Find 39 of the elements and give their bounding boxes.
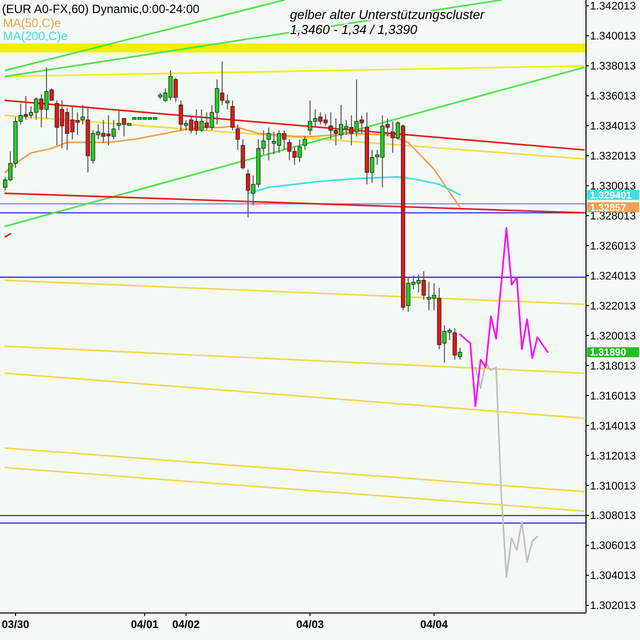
y-tick-label: 1.320013 [590, 330, 636, 342]
line-series [459, 227, 549, 407]
x-tick-label: 04/03 [296, 619, 324, 631]
y-tick-label: 1.324013 [590, 270, 636, 282]
y-tick-label: 1.336013 [590, 90, 636, 103]
line-series [247, 176, 461, 196]
x-tick-label: 04/02 [172, 619, 200, 631]
y-tick-label: 1.330013 [590, 180, 636, 193]
y-tick-label: 1.322013 [590, 300, 636, 312]
y-tick-label: 1.338013 [590, 60, 636, 73]
candlestick [236, 124, 240, 150]
chart-title: (EUR A0-FX,60) Dynamic,0:00-24:00 [2, 2, 200, 16]
y-tick-label: 1.312013 [590, 450, 636, 462]
candlestick [302, 136, 307, 150]
y-tick-label: 1.332013 [590, 150, 636, 163]
y-tick-label: 1.316013 [590, 390, 636, 402]
x-tick-label: 03/30 [2, 619, 30, 631]
y-tick-label: 1.328013 [590, 210, 636, 222]
y-tick-label: 1.314013 [590, 420, 636, 432]
y-tick-label: 1.340013 [590, 30, 636, 43]
x-tick-label: 04/01 [130, 619, 158, 631]
text: 1.31890 [590, 348, 626, 359]
text: MA(50,C)e [3, 16, 62, 30]
candlestick [240, 138, 245, 170]
x-tick-label: 04/04 [420, 619, 449, 631]
y-tick-label: 1.308013 [590, 510, 636, 522]
y-tick-label: 1.342013 [590, 0, 636, 13]
y-tick-label: 1.302013 [590, 600, 636, 612]
line-series [474, 362, 538, 578]
y-tick-label: 1.306013 [590, 540, 636, 552]
y-tick-label: 1.318013 [590, 360, 636, 372]
text: 1.329401 [590, 190, 632, 202]
candlestick [266, 126, 271, 161]
text: MA(200,C)e [3, 29, 68, 43]
y-tick-label: 1.304013 [590, 570, 636, 582]
y-tick-label: 1.334013 [590, 120, 636, 133]
candlestick [225, 94, 230, 110]
y-tick-label: 1.326013 [590, 240, 636, 252]
y-tick-label: 1.310013 [590, 480, 636, 492]
